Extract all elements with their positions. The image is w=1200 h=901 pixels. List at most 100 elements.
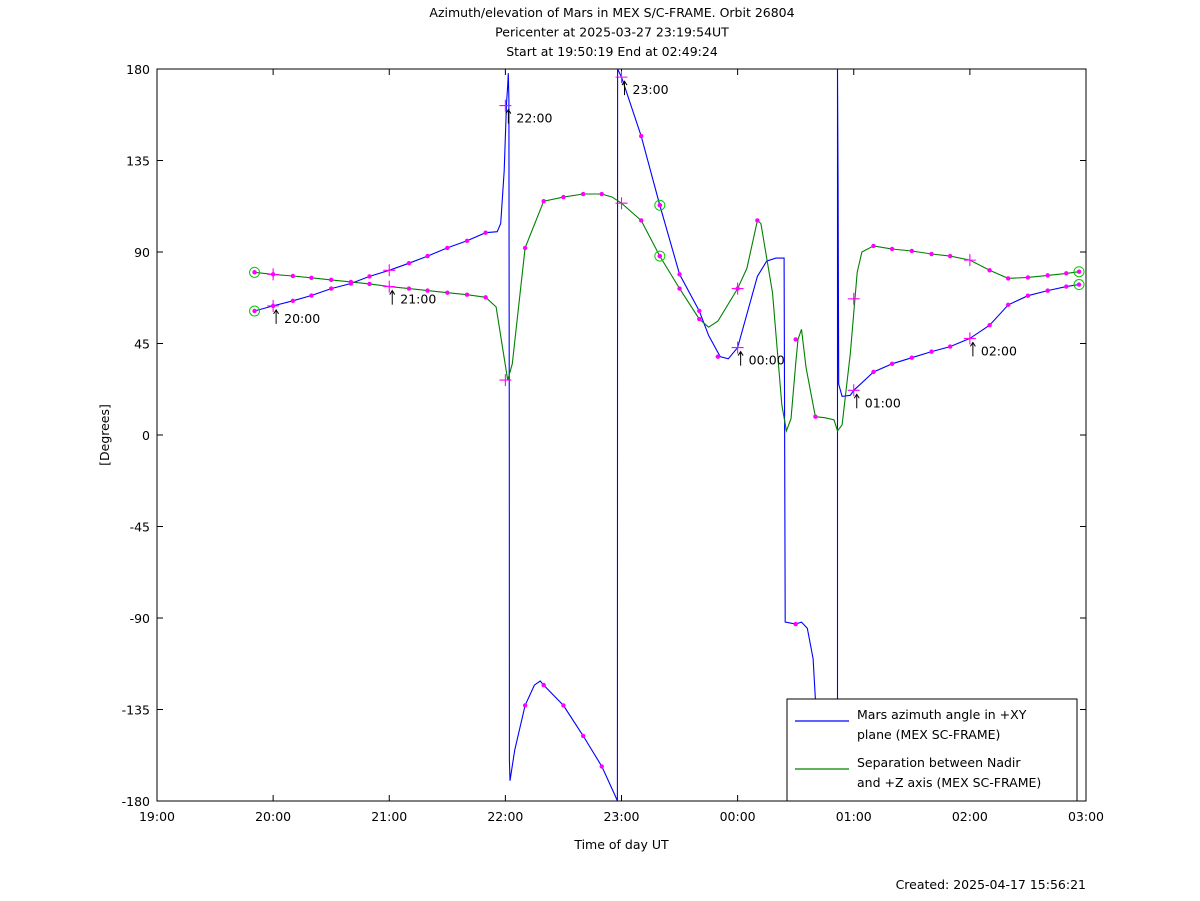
hour-marker — [499, 99, 512, 112]
hour-marker — [963, 254, 976, 267]
chart-title: Azimuth/elevation of Mars in MEX S/C-FRA… — [429, 5, 794, 59]
data-point — [697, 316, 702, 322]
data-point — [561, 194, 566, 200]
data-point — [328, 277, 334, 283]
x-axis-label: Time of day UT — [573, 837, 669, 852]
data-point — [522, 703, 528, 708]
axis-ticks: 19:00 20:00 21:00 22:00 23:00 00:00 01:00 02:00… — [122, 62, 1104, 824]
hour-marker — [731, 341, 744, 354]
data-point — [599, 191, 604, 197]
data-point — [639, 133, 644, 139]
data-point — [1064, 284, 1069, 289]
data-point — [1005, 276, 1011, 281]
series-lines — [254, 68, 1080, 802]
data-point — [871, 243, 876, 249]
series-line-1 — [254, 68, 1080, 802]
data-point — [947, 253, 953, 259]
data-point — [425, 288, 430, 293]
y-axis-label: [Degrees] — [97, 404, 112, 466]
data-point — [483, 230, 488, 235]
title-line: Azimuth/elevation of Mars in MEX S/C-FRA… — [429, 5, 794, 20]
endpoint-circle — [249, 305, 261, 317]
data-point — [252, 308, 257, 314]
hour-marker — [383, 280, 396, 293]
data-point — [1045, 288, 1050, 293]
y-tick-label: -135 — [122, 703, 150, 718]
hour-arrow — [853, 393, 860, 409]
hour-label: 01:00 — [865, 395, 901, 410]
hour-marker — [267, 268, 280, 281]
endpoint-circle — [1073, 266, 1085, 278]
data-point — [445, 290, 450, 295]
y-tick-label: 180 — [126, 62, 150, 77]
hour-label: 21:00 — [400, 292, 436, 307]
plot-frame — [156, 68, 1087, 802]
endpoint-circle — [654, 199, 666, 211]
hour-arrow — [273, 308, 280, 324]
data-point — [309, 293, 314, 298]
x-tick-label: 02:00 — [952, 809, 988, 824]
hour-arrow — [621, 80, 628, 96]
x-tick-label: 00:00 — [720, 809, 756, 824]
data-point — [367, 281, 372, 287]
hour-label: 20:00 — [284, 311, 320, 326]
hour-arrow — [505, 108, 512, 124]
data-point — [755, 218, 760, 223]
hour-marker — [615, 197, 628, 210]
data-point — [639, 218, 644, 223]
data-point — [1076, 269, 1082, 274]
y-tick-label: 45 — [134, 337, 150, 352]
point-markers — [249, 71, 1085, 769]
series-line-2 — [254, 193, 1080, 433]
data-point — [909, 355, 915, 360]
endpoint-circle — [654, 250, 666, 262]
data-point — [889, 361, 895, 367]
hour-marker — [383, 264, 396, 277]
hour-marker — [847, 384, 860, 397]
y-tick-label: -90 — [130, 611, 150, 626]
x-tick-label: 22:00 — [487, 809, 523, 824]
x-tick-label: 21:00 — [371, 809, 407, 824]
data-point — [677, 286, 682, 291]
hour-marker — [615, 71, 628, 84]
data-point — [1005, 302, 1011, 308]
data-point — [793, 337, 798, 342]
data-point — [252, 270, 257, 275]
y-tick-label: 0 — [142, 428, 150, 443]
x-tick-label: 03:00 — [1068, 809, 1104, 824]
data-point — [697, 308, 702, 314]
data-point — [1025, 275, 1031, 280]
endpoint-circle — [1073, 279, 1085, 291]
legend-entry-2: Separation between Nadir — [857, 755, 1021, 770]
data-point — [1076, 282, 1082, 287]
data-point — [677, 272, 682, 277]
data-point — [464, 292, 470, 297]
data-point — [715, 354, 721, 359]
data-point — [929, 251, 934, 257]
data-point — [889, 246, 895, 252]
y-tick-label: -45 — [130, 520, 150, 535]
x-tick-label: 19:00 — [139, 809, 175, 824]
hour-arrow — [389, 289, 396, 305]
hour-label: 23:00 — [633, 82, 669, 97]
data-point — [561, 703, 566, 708]
hour-marker — [267, 299, 280, 312]
data-point — [793, 621, 798, 627]
legend: Mars azimuth angle in +XY plane (MEX SC-F… — [786, 698, 1078, 802]
data-point — [541, 682, 546, 688]
data-point — [1025, 293, 1031, 298]
data-point — [290, 273, 296, 279]
data-point — [1064, 271, 1069, 276]
legend-box — [786, 698, 1078, 802]
hour-annotations: 20:00 21:00 22:00 23:00 00:00 01:00 02:00 — [273, 80, 1017, 410]
data-point — [425, 253, 430, 259]
data-point — [947, 344, 953, 349]
data-point — [909, 248, 915, 254]
hour-marker — [731, 282, 744, 295]
data-point — [871, 369, 876, 375]
endpoint-circle — [249, 266, 261, 278]
data-point — [1045, 273, 1050, 278]
title-line: Pericenter at 2025-03-27 23:19:54UT — [495, 25, 729, 40]
data-point — [445, 245, 450, 251]
data-point — [348, 279, 354, 285]
